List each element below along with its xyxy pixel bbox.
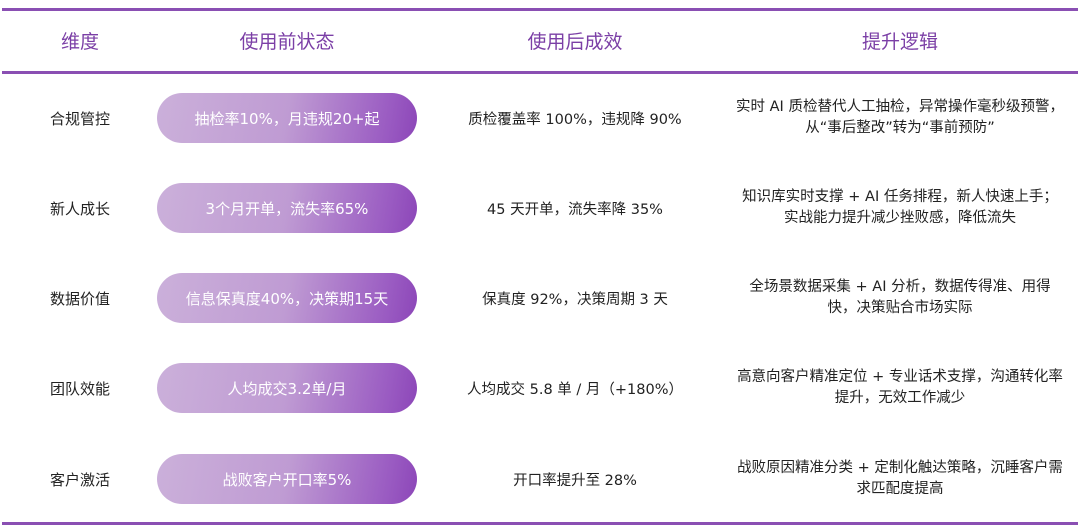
logic-cell: 高意向客户精准定位 + 专业话术支撑，沟通转化率提升，无效工作减少 (730, 343, 1070, 433)
after-cell: 保真度 92%，决策周期 3 天 (482, 291, 668, 308)
after-cell: 质检覆盖率 100%，违规降 90% (468, 111, 682, 128)
header-after: 使用后成效 (527, 31, 623, 53)
dimension-cell: 客户激活 (49, 470, 110, 489)
dimension-cell: 合规管控 (49, 109, 110, 128)
logic-cell: 全场景数据采集 + AI 分析，数据传得准、用得快，决策贴合市场实际 (730, 253, 1070, 343)
logic-text: 知识库实时支撑 + AI 任务排程，新人快速上手；实战能力提升减少挫败感，降低流… (742, 189, 1058, 226)
before-pill: 人均成交3.2单/月 (157, 363, 417, 413)
header-before: 使用前状态 (239, 31, 335, 53)
after-cell: 人均成交 5.8 单 / 月（+180%） (467, 381, 683, 398)
table-row: 客户激活 战败客户开口率5% 开口率提升至 28% 战败原因精准分类 + 定制化… (0, 434, 1080, 524)
logic-cell: 实时 AI 质检替代人工抽检，异常操作毫秒级预警，从“事后整改”转为“事前预防” (730, 73, 1070, 163)
dimension-cell: 团队效能 (49, 379, 110, 398)
before-pill: 抽检率10%，月违规20+起 (157, 93, 417, 143)
dimension-cell: 新人成长 (49, 199, 110, 218)
header-dimension: 维度 (60, 31, 99, 53)
bottom-border (2, 522, 1078, 525)
after-cell: 45 天开单，流失率降 35% (487, 201, 663, 218)
table-row: 新人成长 3个月开单，流失率65% 45 天开单，流失率降 35% 知识库实时支… (0, 163, 1080, 253)
before-pill: 3个月开单，流失率65% (157, 183, 417, 233)
dimension-cell: 数据价值 (49, 289, 110, 308)
after-cell: 开口率提升至 28% (513, 472, 637, 489)
before-pill: 战败客户开口率5% (157, 454, 417, 504)
logic-text: 实时 AI 质检替代人工抽检，异常操作毫秒级预警，从“事后整改”转为“事前预防” (736, 99, 1064, 136)
table-row: 团队效能 人均成交3.2单/月 人均成交 5.8 单 / 月（+180%） 高意… (0, 343, 1080, 433)
logic-cell: 知识库实时支撑 + AI 任务排程，新人快速上手；实战能力提升减少挫败感，降低流… (730, 163, 1070, 253)
top-border (2, 8, 1078, 11)
logic-cell: 战败原因精准分类 + 定制化触达策略，沉睡客户需求匹配度提高 (730, 434, 1070, 524)
logic-text: 战败原因精准分类 + 定制化触达策略，沉睡客户需求匹配度提高 (737, 460, 1063, 497)
header-divider (2, 71, 1078, 74)
logic-text: 高意向客户精准定位 + 专业话术支撑，沟通转化率提升，无效工作减少 (737, 369, 1063, 406)
before-pill: 信息保真度40%，决策期15天 (157, 273, 417, 323)
header-logic: 提升逻辑 (861, 31, 938, 53)
logic-text: 全场景数据采集 + AI 分析，数据传得准、用得快，决策贴合市场实际 (749, 279, 1051, 316)
table-row: 数据价值 信息保真度40%，决策期15天 保真度 92%，决策周期 3 天 全场… (0, 253, 1080, 343)
table-row: 合规管控 抽检率10%，月违规20+起 质检覆盖率 100%，违规降 90% 实… (0, 73, 1080, 163)
